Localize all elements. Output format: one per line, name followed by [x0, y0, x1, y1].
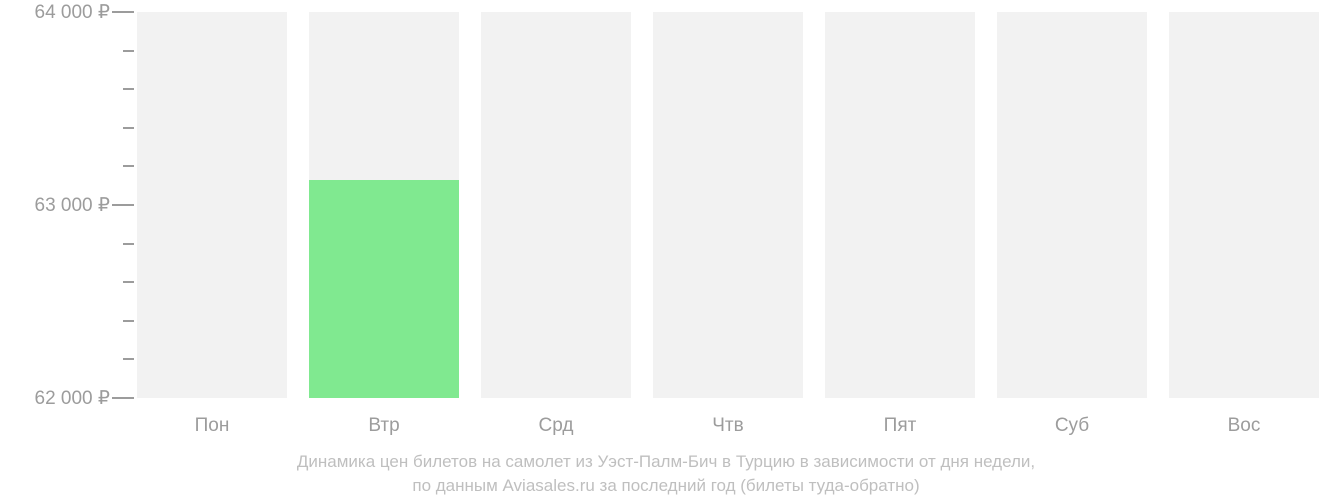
y-axis-tick-label: 62 000 ₽	[0, 387, 110, 410]
bar-slot	[137, 12, 287, 398]
bar-background	[481, 12, 631, 398]
bar-background	[825, 12, 975, 398]
bar-slot	[997, 12, 1147, 398]
bar-background	[653, 12, 803, 398]
bar-slot	[825, 12, 975, 398]
bar-slot	[481, 12, 631, 398]
bar-background	[997, 12, 1147, 398]
x-axis-label: Суб	[997, 415, 1147, 437]
bar-slot	[1169, 12, 1319, 398]
caption-line-2: по данным Aviasales.ru за последний год …	[412, 476, 919, 495]
y-axis-tick-label: 63 000 ₽	[0, 194, 110, 217]
bar-background	[137, 12, 287, 398]
plot-area	[120, 12, 1320, 398]
x-axis-label: Втр	[309, 415, 459, 437]
bar-value	[309, 180, 459, 398]
x-axis-label: Чтв	[653, 415, 803, 437]
y-axis-tick-label: 64 000 ₽	[0, 1, 110, 24]
bar-slot	[309, 12, 459, 398]
x-axis-label: Пон	[137, 415, 287, 437]
bar-slot	[653, 12, 803, 398]
caption-line-1: Динамика цен билетов на самолет из Уэст-…	[297, 452, 1035, 471]
chart-caption: Динамика цен билетов на самолет из Уэст-…	[0, 450, 1332, 498]
x-axis-label: Вос	[1169, 415, 1319, 437]
bar-background	[1169, 12, 1319, 398]
x-axis-label: Срд	[481, 415, 631, 437]
price-by-weekday-chart: 62 000 ₽ 63 000 ₽ 64 000 ₽ Пон Втр Срд Чтв Пят…	[0, 0, 1332, 502]
x-axis-label: Пят	[825, 415, 975, 437]
